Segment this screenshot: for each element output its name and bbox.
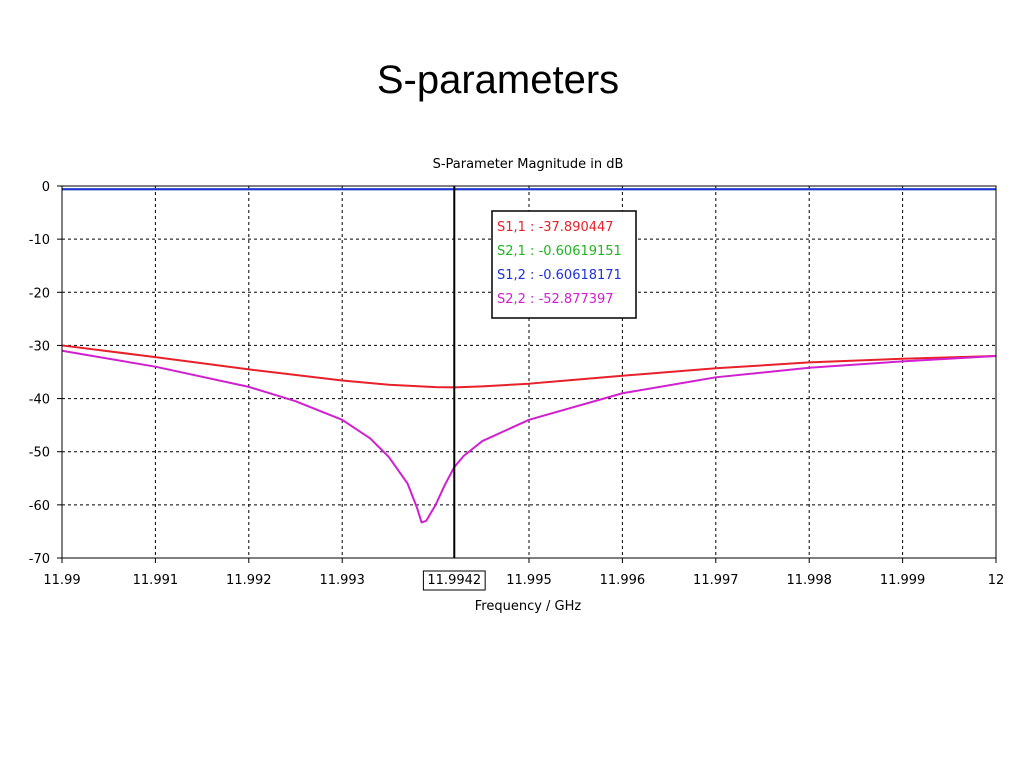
axes: 11.99 11.991 11.992 11.993 11.995 11.996 11.99… bbox=[29, 180, 1005, 588]
y-tick-label: -50 bbox=[29, 446, 50, 461]
x-tick-label: 11.999 bbox=[880, 573, 926, 588]
marker-readout-row: S2,1 : -0.60619151 bbox=[497, 244, 622, 259]
x-tick-label: 11.997 bbox=[693, 573, 739, 588]
x-tick-label: 11.991 bbox=[133, 573, 179, 588]
marker-readout-row: S1,1 : -37.890447 bbox=[497, 220, 614, 235]
y-tick-label: -20 bbox=[29, 286, 50, 301]
marker-readout-row: S2,2 : -52.877397 bbox=[497, 292, 614, 307]
y-tick-label: -70 bbox=[29, 552, 50, 567]
y-tick-label: -60 bbox=[29, 499, 50, 514]
y-tick-label: -10 bbox=[29, 233, 50, 248]
x-tick-label: 11.998 bbox=[786, 573, 832, 588]
x-tick-label: 11.996 bbox=[600, 573, 646, 588]
x-tick-label: 11.992 bbox=[226, 573, 272, 588]
marker-x-label: 11.9942 bbox=[427, 573, 481, 588]
series-line-1 bbox=[61, 344, 997, 389]
chart-title: S-Parameter Magnitude in dB bbox=[433, 157, 624, 172]
y-tick-label: 0 bbox=[42, 180, 50, 195]
x-tick-label: 11.99 bbox=[43, 573, 80, 588]
marker-readout: S1,1 : -37.890447 S2,1 : -0.60619151 S1,2 … bbox=[491, 210, 637, 319]
marker-readout-box bbox=[491, 210, 637, 319]
y-tick-label: -40 bbox=[29, 393, 50, 408]
x-tick-label: 11.995 bbox=[506, 573, 552, 588]
marker-readout-row: S1,2 : -0.60618171 bbox=[497, 268, 622, 283]
x-tick-label: 11.993 bbox=[319, 573, 365, 588]
marker-x-label-box bbox=[422, 570, 486, 591]
y-tick-label: -30 bbox=[29, 339, 50, 354]
series-line-4 bbox=[61, 349, 997, 524]
x-axis-label: Frequency / GHz bbox=[475, 599, 582, 614]
x-tick-label: 12 bbox=[988, 573, 1005, 588]
plot-frame bbox=[61, 185, 997, 559]
slide-title: S-parameters bbox=[376, 58, 620, 102]
marker-layer: 11.9942 S1,1 : -37.890447 S2,1 : -0.606191… bbox=[422, 186, 637, 591]
